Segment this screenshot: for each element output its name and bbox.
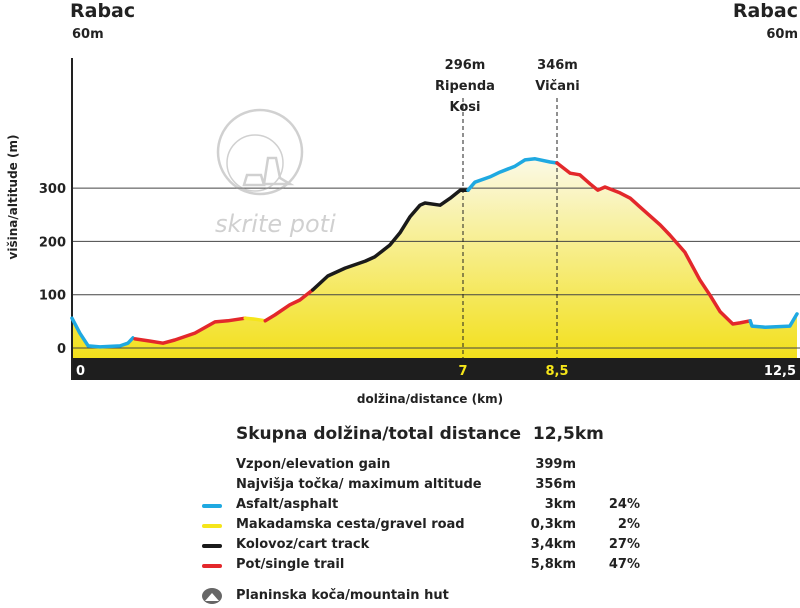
stat-row: Vzpon/elevation gain 399m bbox=[236, 457, 656, 475]
end-name: Rabac bbox=[732, 0, 798, 22]
stat-label: Asfalt/asphalt bbox=[236, 497, 339, 512]
y-tick-label: 0 bbox=[57, 342, 66, 357]
marker-ripenda-kosi: 296m Ripenda Kosi bbox=[420, 55, 510, 118]
marker-altitude: 346m bbox=[537, 58, 578, 73]
start-altitude: 60m bbox=[72, 27, 104, 42]
total-distance-label: Skupna dolžina/total distance bbox=[236, 424, 522, 444]
stat-row: Asfalt/asphalt 3km 24% bbox=[202, 497, 656, 515]
total-distance-value: 12,5km bbox=[532, 424, 604, 444]
x-axis-band bbox=[72, 358, 800, 380]
route-segment-gravel-road bbox=[243, 316, 268, 323]
stat-percent: 47% bbox=[608, 557, 640, 572]
stat-value: 5,8km bbox=[530, 557, 576, 572]
route-segment-asphalt bbox=[748, 312, 799, 329]
watermark-text: skrite poti bbox=[215, 210, 336, 238]
stat-value: 3km bbox=[544, 497, 576, 512]
stat-value: 399m bbox=[535, 457, 576, 472]
stat-label: Makadamska cesta/gravel road bbox=[236, 517, 465, 532]
total-distance: Skupna dolžina/total distance 12,5km bbox=[236, 424, 604, 444]
stat-label: Najvišja točka/ maximum altitude bbox=[236, 477, 482, 492]
stat-value: 0,3km bbox=[530, 517, 576, 532]
stat-percent: 2% bbox=[617, 517, 640, 532]
route-segment-asphalt bbox=[466, 157, 559, 192]
mountain-hut-icon bbox=[202, 588, 222, 604]
marker-vicani: 346m Vičani bbox=[520, 55, 595, 97]
y-tick-label: 200 bbox=[39, 235, 66, 250]
start-name: Rabac bbox=[70, 0, 136, 22]
stat-row: Makadamska cesta/gravel road 0,3km 2% bbox=[202, 517, 656, 535]
route-segment-single-trail bbox=[263, 288, 315, 323]
y-axis-label: višina/altitude (m) bbox=[6, 134, 20, 260]
y-tick-label: 100 bbox=[39, 289, 66, 304]
route-segment-single-trail bbox=[133, 316, 247, 345]
legend-swatch bbox=[202, 564, 222, 568]
x-tick-label: 7 bbox=[458, 364, 467, 379]
marker-altitude: 296m bbox=[444, 58, 486, 73]
mountain-hut-label: Planinska koča/mountain hut bbox=[236, 588, 449, 603]
x-tick-label: 8,5 bbox=[545, 364, 568, 379]
legend-swatch bbox=[202, 544, 222, 548]
stat-percent: 27% bbox=[608, 537, 640, 552]
elevation-area bbox=[72, 158, 797, 358]
marker-name: Ripenda Kosi bbox=[435, 79, 495, 115]
route-segment-single-trail bbox=[555, 161, 752, 326]
stat-row: Kolovoz/cart track 3,4km 27% bbox=[202, 537, 656, 555]
stat-percent: 24% bbox=[608, 497, 640, 512]
legend-swatch bbox=[202, 524, 222, 528]
stat-label: Kolovoz/cart track bbox=[236, 537, 370, 552]
watermark-logo: skrite poti bbox=[215, 108, 336, 238]
route-segment-cart-track bbox=[310, 188, 470, 292]
stat-row: Pot/single trail 5,8km 47% bbox=[202, 557, 656, 575]
stat-value: 356m bbox=[535, 477, 576, 492]
y-tick-label: 300 bbox=[39, 182, 66, 197]
stat-label: Pot/single trail bbox=[236, 557, 345, 572]
stat-value: 3,4km bbox=[530, 537, 576, 552]
x-tick-label: 0 bbox=[76, 364, 85, 379]
marker-name: Vičani bbox=[535, 79, 580, 94]
route-segment-asphalt bbox=[70, 316, 135, 349]
x-axis-label: dolžina/distance (km) bbox=[356, 392, 504, 406]
stat-label: Vzpon/elevation gain bbox=[236, 457, 391, 472]
elevation-chart: 0 100 200 300 0 7 8,5 12,5 skrite poti bbox=[39, 58, 800, 380]
x-tick-label: 12,5 bbox=[764, 364, 796, 379]
legend-swatch bbox=[202, 504, 222, 508]
end-altitude: 60m bbox=[766, 27, 798, 42]
stat-row: Najvišja točka/ maximum altitude 356m bbox=[236, 477, 656, 495]
